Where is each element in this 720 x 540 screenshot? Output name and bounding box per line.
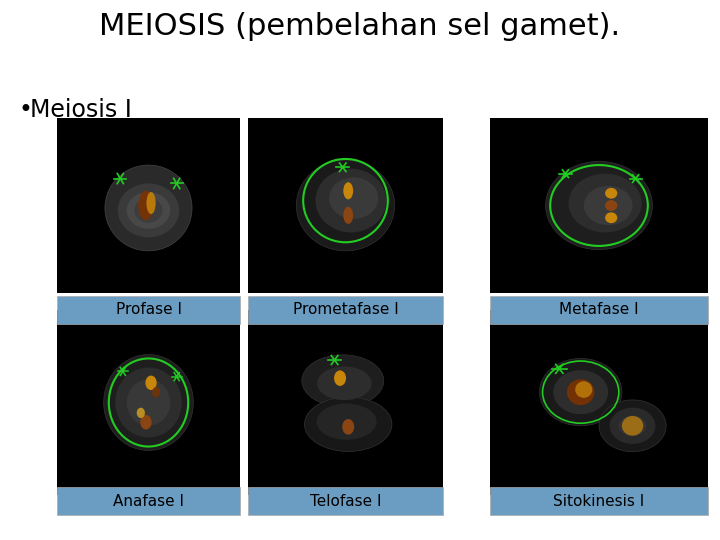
Bar [57,296,240,324]
Bar [248,310,443,495]
Ellipse shape [599,400,666,451]
Bar [490,487,708,515]
Bar [248,118,443,293]
Bar [490,310,708,495]
Ellipse shape [575,381,593,398]
Bar [248,487,443,515]
Text: MEIOSIS (pembelahan sel gamet).: MEIOSIS (pembelahan sel gamet). [99,12,621,41]
Ellipse shape [334,370,346,386]
Ellipse shape [605,212,617,223]
Text: Prometafase I: Prometafase I [292,302,398,318]
Ellipse shape [622,416,643,436]
Text: Metafase I: Metafase I [559,302,639,318]
Ellipse shape [329,177,378,219]
Text: Anafase I: Anafase I [113,494,184,509]
Text: •: • [18,98,32,122]
Ellipse shape [546,161,652,249]
Ellipse shape [305,397,392,451]
Ellipse shape [317,403,377,440]
Ellipse shape [152,387,161,397]
Ellipse shape [605,188,617,199]
Ellipse shape [610,408,655,444]
Ellipse shape [569,174,642,232]
Bar [490,296,708,324]
Ellipse shape [137,408,145,418]
Ellipse shape [297,160,395,251]
Ellipse shape [138,191,153,220]
Ellipse shape [343,182,353,199]
Ellipse shape [105,165,192,251]
Ellipse shape [146,192,156,214]
Ellipse shape [135,198,163,222]
Ellipse shape [115,368,182,437]
Bar [490,118,708,293]
Ellipse shape [302,355,384,407]
Ellipse shape [145,375,157,390]
Ellipse shape [342,419,354,435]
Ellipse shape [118,184,179,238]
Ellipse shape [553,370,608,414]
Text: Profase I: Profase I [115,302,181,318]
Ellipse shape [127,379,170,426]
Ellipse shape [315,168,387,232]
Ellipse shape [140,415,152,429]
Ellipse shape [567,379,595,405]
Bar [57,310,240,495]
Ellipse shape [539,359,622,426]
Ellipse shape [343,207,353,224]
Text: Sitokinesis I: Sitokinesis I [554,494,644,509]
Bar [57,118,240,293]
Text: Telofase I: Telofase I [310,494,382,509]
Ellipse shape [618,415,647,436]
Bar [248,296,443,324]
Ellipse shape [317,367,372,400]
Text: Meiosis I: Meiosis I [30,98,132,122]
Ellipse shape [605,200,617,211]
Ellipse shape [104,355,194,450]
Ellipse shape [127,192,170,229]
Bar [57,487,240,515]
Ellipse shape [584,186,633,225]
